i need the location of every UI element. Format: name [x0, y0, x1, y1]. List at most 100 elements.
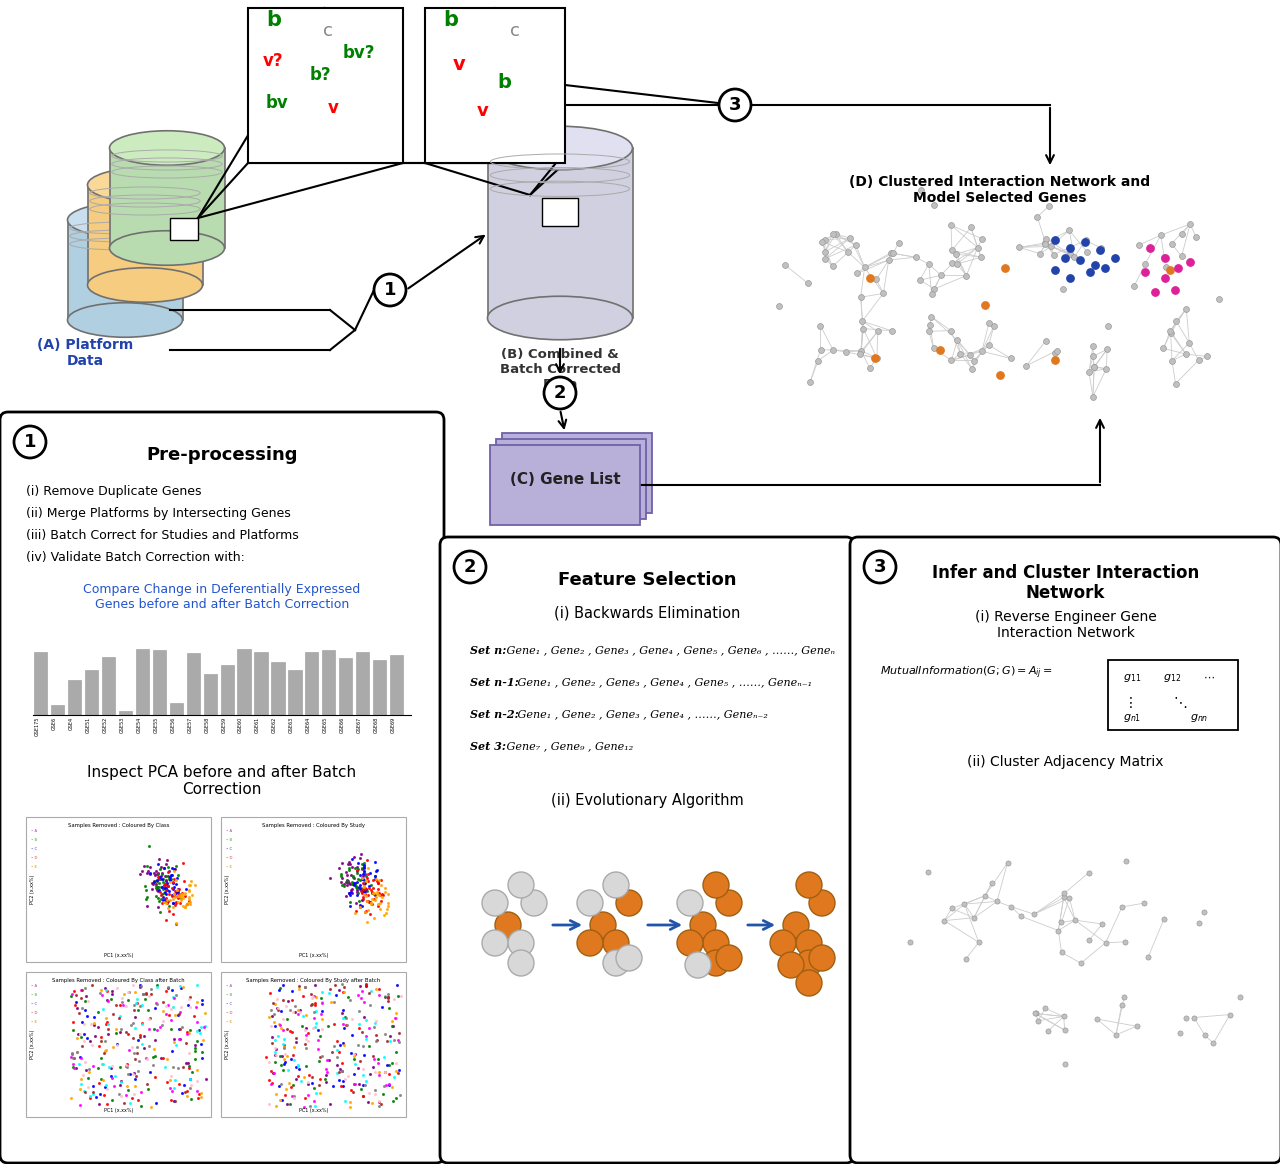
Point — [361, 875, 381, 894]
Point — [822, 225, 842, 243]
Point — [260, 1008, 280, 1027]
Point — [114, 1094, 134, 1113]
Point — [172, 886, 192, 904]
Point — [346, 894, 366, 913]
Text: • A: • A — [227, 984, 232, 988]
Point — [358, 892, 379, 910]
Point — [378, 987, 398, 1006]
Point — [168, 883, 188, 902]
Point — [116, 1058, 137, 1077]
Point — [349, 896, 370, 915]
Point — [302, 1069, 323, 1087]
Point — [102, 1056, 123, 1074]
Point — [852, 312, 873, 331]
Point — [353, 883, 374, 902]
Point — [369, 980, 389, 999]
Point — [329, 980, 349, 999]
FancyBboxPatch shape — [850, 537, 1280, 1163]
Point — [324, 1036, 344, 1055]
Ellipse shape — [68, 303, 183, 338]
Point — [348, 1036, 369, 1055]
Point — [274, 1038, 294, 1057]
Point — [150, 880, 170, 899]
Point — [261, 1062, 282, 1080]
FancyBboxPatch shape — [0, 412, 444, 1163]
Point — [101, 1091, 122, 1109]
Point — [378, 992, 398, 1010]
Point — [294, 1021, 315, 1039]
Point — [154, 890, 174, 909]
Point — [61, 1044, 82, 1063]
Point — [170, 1003, 191, 1022]
Point — [310, 1027, 330, 1045]
Point — [924, 279, 945, 298]
Point — [310, 1070, 330, 1088]
Point — [1197, 347, 1217, 365]
Point — [339, 854, 360, 873]
Point — [160, 892, 180, 910]
Point — [147, 879, 168, 897]
Circle shape — [603, 950, 628, 975]
Point — [265, 1085, 285, 1103]
Point — [285, 1070, 306, 1088]
Point — [146, 994, 166, 1013]
Point — [137, 857, 157, 875]
Point — [77, 1028, 97, 1046]
Point — [150, 1017, 170, 1036]
Point — [353, 1065, 374, 1084]
Point — [347, 881, 367, 900]
Point — [352, 874, 372, 893]
Circle shape — [677, 890, 703, 916]
Text: $g_{n1}$: $g_{n1}$ — [1123, 712, 1142, 724]
Point — [148, 892, 169, 910]
Point — [380, 1031, 401, 1050]
Point — [334, 978, 355, 996]
Point — [191, 1088, 211, 1107]
Point — [145, 1046, 165, 1065]
Point — [151, 858, 172, 876]
Point — [82, 1077, 102, 1095]
Point — [332, 1003, 352, 1022]
Point — [385, 1003, 406, 1022]
Point — [273, 975, 293, 994]
Point — [164, 1029, 184, 1048]
Point — [195, 1017, 215, 1036]
Circle shape — [703, 930, 730, 956]
Point — [152, 1012, 173, 1030]
Point — [110, 1023, 131, 1042]
Point — [1092, 915, 1112, 934]
Point — [115, 996, 136, 1015]
Text: • E: • E — [227, 1020, 232, 1024]
Point — [282, 991, 302, 1009]
Point — [289, 980, 310, 999]
Point — [369, 883, 389, 902]
Point — [942, 254, 963, 272]
Point — [111, 988, 132, 1007]
Point — [285, 1032, 306, 1051]
Point — [83, 1014, 104, 1032]
Point — [143, 1048, 164, 1066]
Point — [333, 1077, 353, 1095]
Point — [357, 1093, 378, 1112]
Point — [264, 1064, 284, 1083]
Text: (C) Gene List: (C) Gene List — [509, 473, 621, 488]
Point — [79, 1031, 100, 1050]
Point — [337, 1016, 357, 1035]
Point — [1036, 229, 1056, 248]
Point — [325, 985, 346, 1003]
Point — [113, 996, 133, 1015]
Point — [173, 978, 193, 996]
Circle shape — [796, 930, 822, 956]
Point — [340, 1044, 361, 1063]
Point — [376, 903, 397, 922]
Point — [178, 888, 198, 907]
Point — [83, 1085, 104, 1103]
Point — [334, 875, 355, 894]
Point — [1220, 1006, 1240, 1024]
Point — [1153, 909, 1174, 928]
Bar — [288, 670, 302, 715]
Text: • C: • C — [31, 1002, 37, 1006]
Point — [261, 1073, 282, 1092]
Point — [151, 878, 172, 896]
Text: Set 3:: Set 3: — [470, 741, 506, 752]
